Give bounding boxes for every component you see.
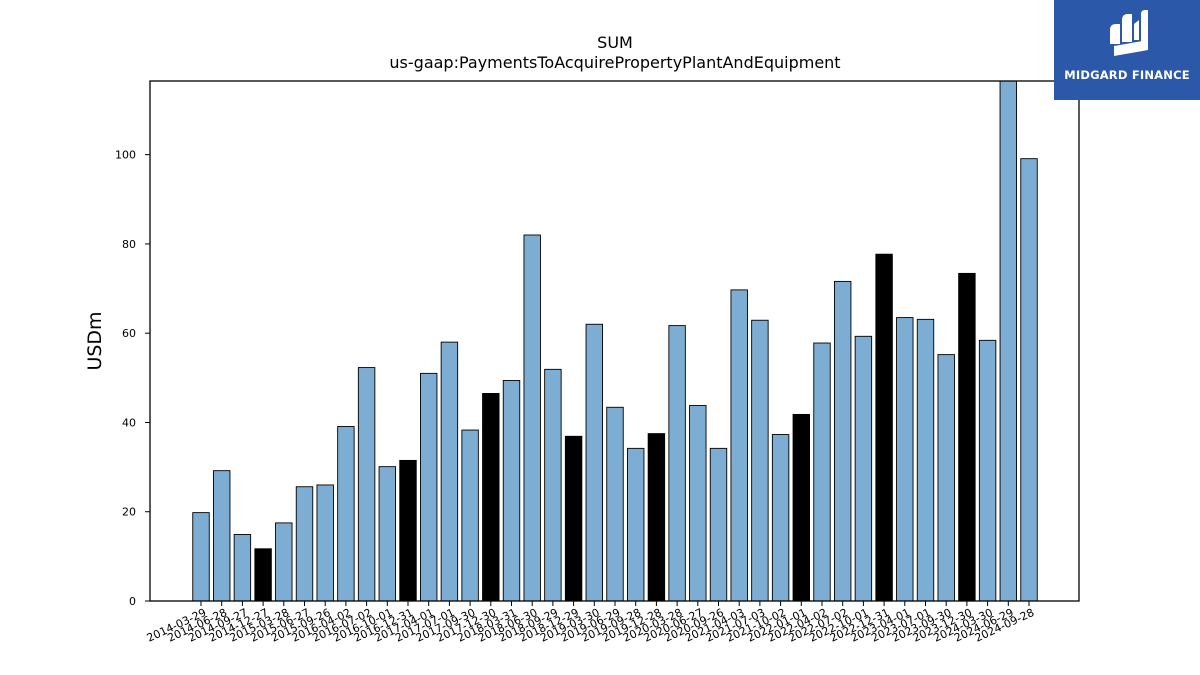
- bar-2017-07-01: [440, 341, 459, 602]
- bar-2014-09-27: [233, 534, 252, 602]
- bar-2015-09-26: [316, 484, 334, 602]
- y-ticks-group: 0 20 40 60 80 100: [115, 149, 150, 608]
- bar-2017-09-30: [461, 429, 479, 602]
- bar-2022-01-01: [792, 413, 810, 602]
- plot-frame: [149, 80, 1080, 602]
- bar-2018-03-31: [502, 380, 521, 602]
- bar-2021-07-03: [751, 319, 769, 602]
- bar-2015-06-27: [295, 486, 314, 602]
- logo-mark-icon: [1110, 10, 1148, 56]
- bar-2020-09-26: [709, 447, 728, 602]
- bar-2016-07-02: [357, 367, 376, 602]
- bar-2023-07-01: [916, 318, 935, 602]
- bar-2021-10-02: [771, 434, 790, 602]
- bar-2021-04-03: [730, 289, 748, 602]
- bar-2024-06-29: [999, 80, 1017, 602]
- y-tick-label: 0: [129, 595, 136, 608]
- bar-2020-06-27: [689, 405, 707, 602]
- bar-2022-12-31: [875, 253, 893, 602]
- bar-2016-12-31: [399, 459, 417, 602]
- bar-2017-04-01: [420, 372, 438, 602]
- brand-logo: MIDGARD FINANCE: [1054, 0, 1200, 100]
- bar-2018-12-29: [564, 435, 583, 602]
- bar-2014-12-27: [254, 548, 272, 602]
- y-tick-label: 100: [115, 149, 136, 162]
- bar-2019-03-30: [585, 323, 603, 602]
- y-axis-label: USDm: [84, 311, 106, 370]
- bar-2019-06-29: [606, 406, 624, 602]
- bar-2016-04-02: [337, 426, 355, 602]
- bar-2019-12-28: [647, 433, 666, 602]
- y-tick-label: 60: [122, 327, 136, 340]
- bar-2019-09-28: [627, 447, 645, 602]
- chart-subtitle: us-gaap:PaymentsToAcquirePropertyPlantAn…: [389, 53, 840, 72]
- bar-2015-03-28: [275, 522, 293, 602]
- bar-2018-09-29: [544, 368, 562, 602]
- bar-2023-12-30: [958, 272, 976, 602]
- bar-2018-06-30: [523, 234, 541, 602]
- logo-text: MIDGARD FINANCE: [1064, 68, 1190, 82]
- y-tick-label: 80: [122, 238, 136, 251]
- chart-title: SUM: [597, 33, 633, 52]
- y-tick-label: 20: [122, 506, 136, 519]
- x-ticks-group: 2014-03-292014-06-282014-09-272014-12-27…: [145, 601, 1036, 645]
- bar-2014-06-28: [212, 470, 231, 602]
- bar-2022-07-02: [834, 280, 852, 602]
- bar-2016-10-01: [378, 466, 396, 602]
- bar-2022-04-02: [813, 342, 831, 602]
- bar-2023-09-30: [937, 354, 955, 602]
- bar-2023-04-01: [896, 317, 914, 602]
- bar-2024-09-28: [1020, 158, 1038, 602]
- bar-2020-03-28: [668, 325, 686, 602]
- bar-2017-12-30: [482, 393, 500, 602]
- bar-2014-03-29: [192, 512, 210, 602]
- y-tick-label: 40: [122, 416, 136, 429]
- bar-2024-03-30: [978, 339, 997, 602]
- bars-group: [192, 80, 1038, 602]
- bar-2022-10-01: [854, 335, 873, 602]
